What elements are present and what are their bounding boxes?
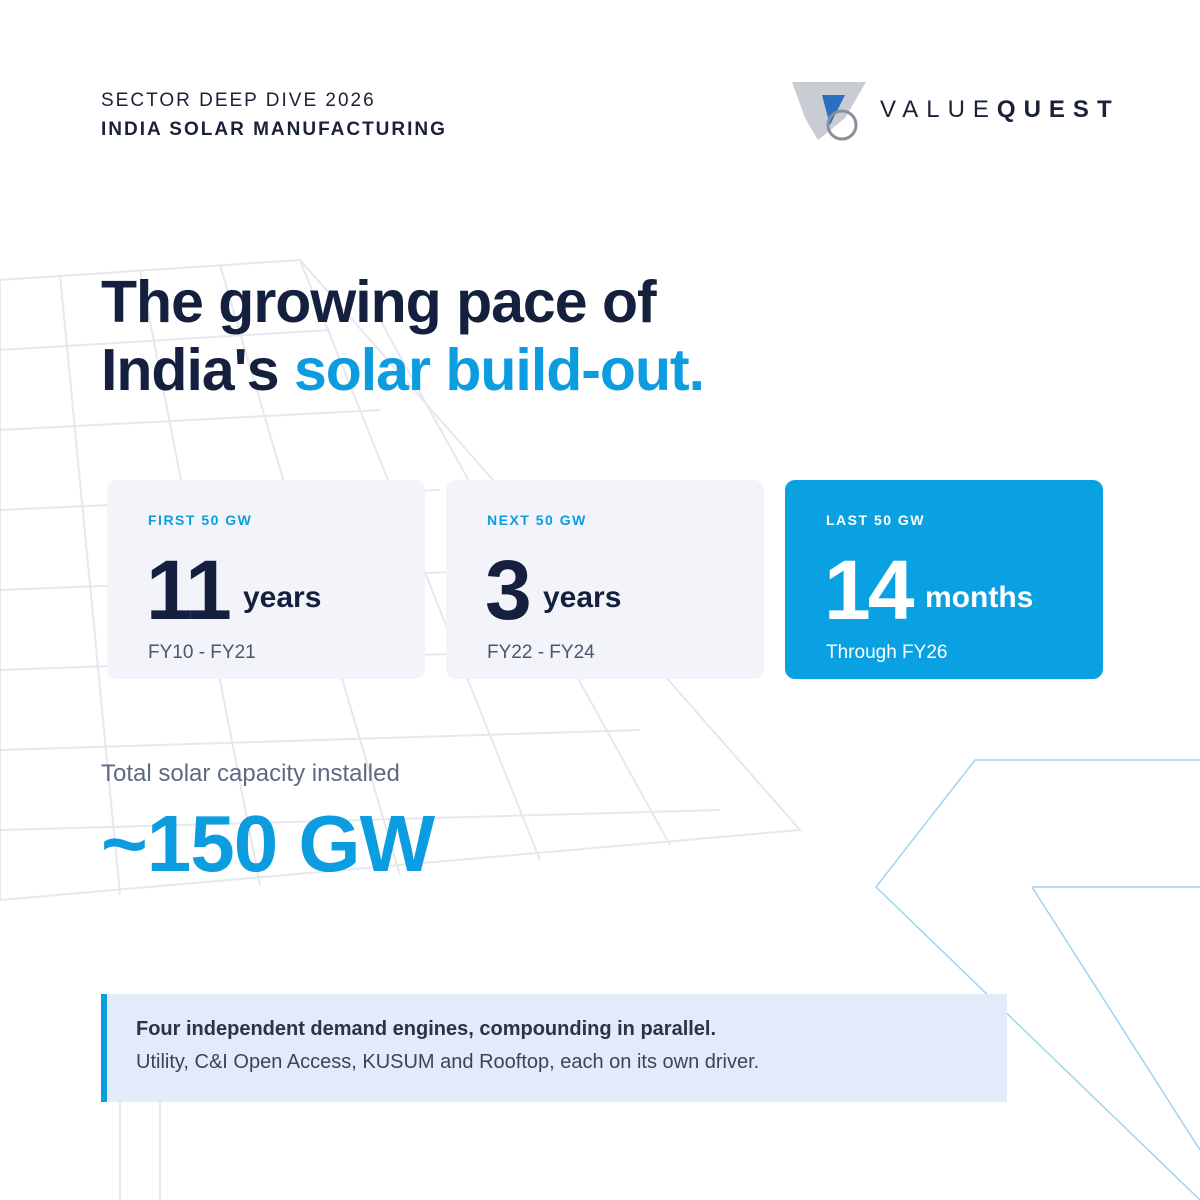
callout-text: Utility, C&I Open Access, KUSUM and Roof… [136,1051,760,1073]
stat-card: FIRST 50 GW 11 years FY10 - FY21 [107,480,425,679]
logo-bold: QUEST [996,96,1120,123]
card-label: LAST 50 GW [826,512,926,528]
subtitle: INDIA SOLAR MANUFACTURING [101,119,447,140]
card-number: 3 [485,543,532,637]
stat-card: LAST 50 GW 14 months Through FY26 [785,480,1103,679]
logo: VALUEQUEST [880,96,1120,124]
callout: Four independent demand engines, compoun… [101,994,1007,1102]
total-label: Total solar capacity installed [101,760,400,787]
headline-accent: solar build-out. [293,337,705,403]
card-unit: years [243,581,322,614]
stat-card: NEXT 50 GW 3 years FY22 - FY24 [446,480,764,679]
card-unit: years [543,581,622,614]
card-period: FY22 - FY24 [487,642,595,663]
card-number: 11 [146,543,232,637]
logo-light: VALUE [880,96,997,123]
card-period: Through FY26 [826,642,948,663]
headline-line: The growing pace of [101,269,657,335]
card-label: FIRST 50 GW [148,512,253,528]
headline: The growing pace of India's solar build-… [101,268,705,404]
headline-line: India's solar build-out. [101,336,705,404]
card-unit: months [925,581,1034,614]
card-number: 14 [824,543,914,637]
headline-dark: India's [101,337,280,403]
kicker: SECTOR DEEP DIVE 2026 [101,90,376,111]
card-period: FY10 - FY21 [148,642,256,663]
total-value: ~150 GW [101,799,435,888]
card-label: NEXT 50 GW [487,512,587,528]
callout-heading: Four independent demand engines, compoun… [136,1018,717,1040]
